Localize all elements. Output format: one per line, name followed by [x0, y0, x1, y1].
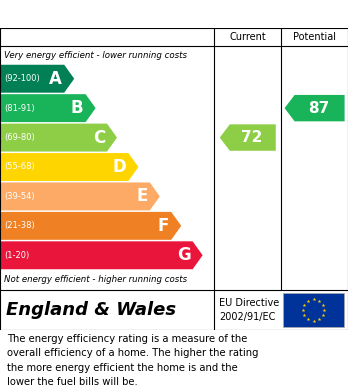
Polygon shape — [220, 124, 276, 151]
Polygon shape — [285, 95, 345, 121]
Text: (55-68): (55-68) — [4, 163, 35, 172]
Text: G: G — [177, 246, 191, 264]
Polygon shape — [0, 94, 96, 122]
Text: Potential: Potential — [293, 32, 336, 42]
Text: D: D — [113, 158, 126, 176]
Polygon shape — [0, 124, 117, 152]
Text: (81-91): (81-91) — [4, 104, 34, 113]
Text: Energy Efficiency Rating: Energy Efficiency Rating — [9, 7, 230, 22]
Text: F: F — [158, 217, 169, 235]
Text: The energy efficiency rating is a measure of the
overall efficiency of a home. T: The energy efficiency rating is a measur… — [7, 334, 259, 387]
Text: A: A — [49, 70, 62, 88]
Text: (92-100): (92-100) — [4, 74, 40, 83]
Text: C: C — [93, 129, 105, 147]
Text: 72: 72 — [241, 130, 262, 145]
Text: 2002/91/EC: 2002/91/EC — [219, 312, 275, 322]
Polygon shape — [0, 153, 139, 181]
Polygon shape — [0, 183, 160, 210]
Text: B: B — [71, 99, 84, 117]
Text: Very energy efficient - lower running costs: Very energy efficient - lower running co… — [4, 52, 187, 61]
Polygon shape — [0, 65, 74, 93]
Text: Current: Current — [229, 32, 266, 42]
Text: (21-38): (21-38) — [4, 221, 35, 230]
Text: E: E — [136, 187, 148, 205]
Text: EU Directive: EU Directive — [219, 298, 279, 308]
Text: (39-54): (39-54) — [4, 192, 34, 201]
Text: (69-80): (69-80) — [4, 133, 35, 142]
Polygon shape — [0, 241, 203, 269]
Polygon shape — [0, 212, 181, 240]
Text: 87: 87 — [308, 100, 329, 116]
Text: Not energy efficient - higher running costs: Not energy efficient - higher running co… — [4, 276, 187, 285]
Text: England & Wales: England & Wales — [6, 301, 176, 319]
FancyBboxPatch shape — [283, 293, 344, 327]
Text: (1-20): (1-20) — [4, 251, 29, 260]
